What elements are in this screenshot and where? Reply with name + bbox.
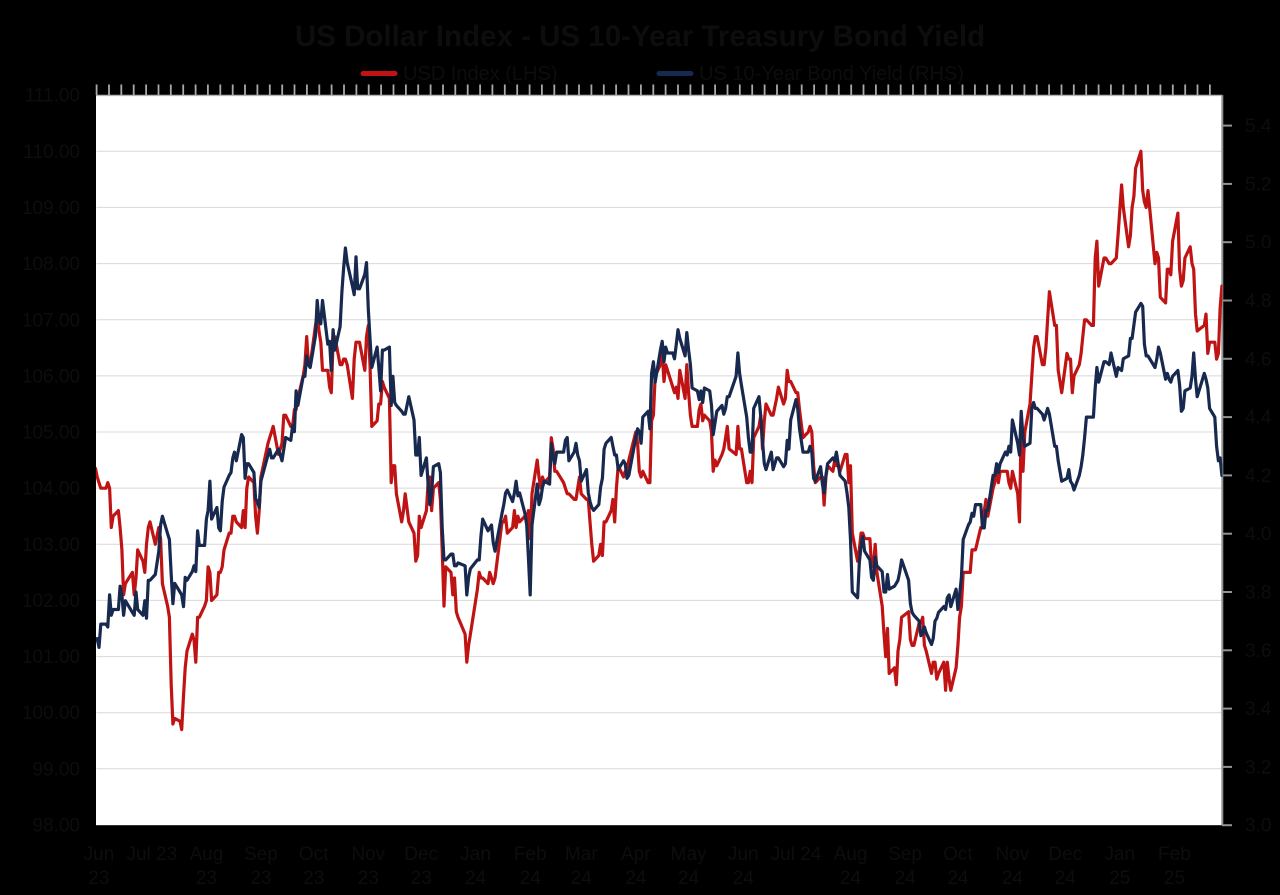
svg-text:24: 24: [465, 868, 487, 889]
svg-text:99.00: 99.00: [32, 759, 80, 780]
svg-text:107.00: 107.00: [22, 310, 80, 331]
svg-text:Jul 23: Jul 23: [126, 844, 177, 865]
svg-text:Oct: Oct: [299, 844, 329, 865]
svg-text:Feb: Feb: [514, 844, 547, 865]
svg-text:23: 23: [88, 868, 109, 889]
svg-text:111.00: 111.00: [25, 86, 80, 107]
svg-text:23: 23: [303, 868, 324, 889]
svg-text:23: 23: [196, 868, 217, 889]
svg-text:Nov: Nov: [351, 844, 385, 865]
svg-text:5.0: 5.0: [1245, 233, 1271, 254]
svg-text:101.00: 101.00: [22, 647, 80, 668]
svg-text:23: 23: [411, 868, 432, 889]
svg-text:Jun: Jun: [84, 844, 115, 865]
svg-text:24: 24: [1002, 868, 1024, 889]
svg-text:Jun: Jun: [728, 844, 759, 865]
svg-text:Sep: Sep: [888, 844, 922, 865]
svg-text:5.2: 5.2: [1245, 174, 1271, 195]
svg-text:Feb: Feb: [1158, 844, 1191, 865]
svg-text:24: 24: [895, 868, 917, 889]
svg-text:98.00: 98.00: [32, 816, 80, 837]
svg-text:24: 24: [678, 868, 700, 889]
svg-text:USD Index (LHS): USD Index (LHS): [403, 63, 558, 85]
svg-text:3.4: 3.4: [1245, 699, 1272, 720]
svg-text:US Dollar Index - US 10-Year T: US Dollar Index - US 10-Year Treasury Bo…: [295, 20, 985, 53]
svg-text:4.0: 4.0: [1245, 524, 1271, 545]
svg-text:Aug: Aug: [189, 844, 223, 865]
svg-text:4.4: 4.4: [1245, 408, 1272, 429]
svg-text:4.6: 4.6: [1245, 349, 1271, 370]
svg-text:105.00: 105.00: [22, 423, 80, 444]
svg-text:24: 24: [947, 868, 969, 889]
svg-text:3.2: 3.2: [1245, 757, 1271, 778]
svg-text:106.00: 106.00: [22, 366, 80, 387]
svg-text:104.00: 104.00: [22, 479, 80, 500]
svg-text:23: 23: [250, 868, 271, 889]
svg-text:24: 24: [520, 868, 542, 889]
svg-text:4.2: 4.2: [1245, 466, 1271, 487]
svg-text:Dec: Dec: [404, 844, 438, 865]
svg-text:5.4: 5.4: [1245, 116, 1272, 137]
svg-text:24: 24: [840, 868, 862, 889]
svg-text:24: 24: [733, 868, 755, 889]
svg-text:Jul 24: Jul 24: [771, 844, 822, 865]
svg-text:100.00: 100.00: [22, 703, 80, 724]
svg-text:23: 23: [358, 868, 379, 889]
svg-text:Dec: Dec: [1048, 844, 1082, 865]
svg-text:Nov: Nov: [996, 844, 1030, 865]
svg-text:24: 24: [1055, 868, 1077, 889]
svg-text:108.00: 108.00: [22, 254, 80, 275]
svg-text:Sep: Sep: [244, 844, 278, 865]
svg-text:25: 25: [1109, 868, 1130, 889]
svg-text:Aug: Aug: [834, 844, 868, 865]
svg-text:3.0: 3.0: [1245, 816, 1271, 837]
svg-text:US 10-Year Bond Yield (RHS): US 10-Year Bond Yield (RHS): [699, 63, 964, 85]
svg-text:Jan: Jan: [460, 844, 491, 865]
svg-text:Apr: Apr: [621, 844, 651, 865]
svg-text:Jan: Jan: [1104, 844, 1135, 865]
svg-text:3.6: 3.6: [1245, 641, 1271, 662]
svg-text:May: May: [671, 844, 707, 865]
svg-text:109.00: 109.00: [22, 198, 80, 219]
svg-text:25: 25: [1164, 868, 1185, 889]
svg-text:102.00: 102.00: [22, 591, 80, 612]
svg-text:Mar: Mar: [565, 844, 598, 865]
svg-text:110.00: 110.00: [23, 142, 80, 163]
svg-text:103.00: 103.00: [22, 535, 80, 556]
svg-text:24: 24: [625, 868, 647, 889]
svg-text:3.8: 3.8: [1245, 583, 1271, 604]
svg-text:24: 24: [571, 868, 593, 889]
svg-text:4.8: 4.8: [1245, 291, 1271, 312]
svg-text:Oct: Oct: [943, 844, 973, 865]
